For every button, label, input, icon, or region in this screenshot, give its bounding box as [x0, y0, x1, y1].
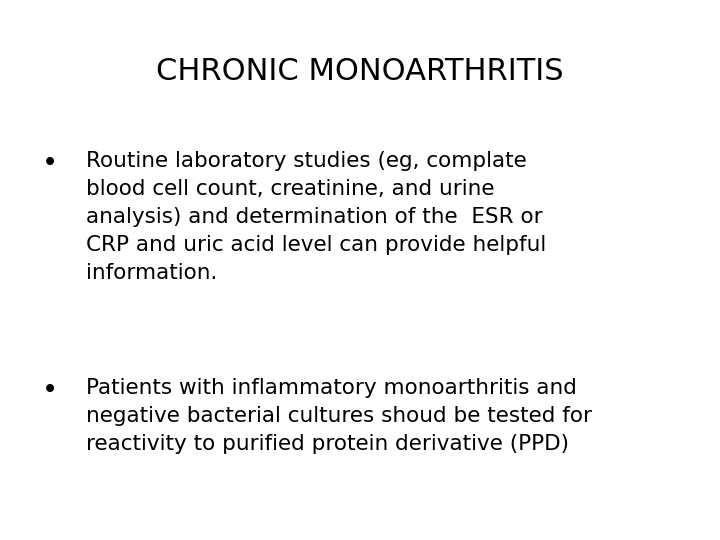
- Text: •: •: [42, 151, 58, 177]
- Text: •: •: [42, 378, 58, 404]
- Text: Patients with inflammatory monoarthritis and
negative bacterial cultures shoud b: Patients with inflammatory monoarthritis…: [86, 378, 593, 454]
- Text: Routine laboratory studies (eg, complate
blood cell count, creatinine, and urine: Routine laboratory studies (eg, complate…: [86, 151, 546, 283]
- Text: CHRONIC MONOARTHRITIS: CHRONIC MONOARTHRITIS: [156, 57, 564, 86]
